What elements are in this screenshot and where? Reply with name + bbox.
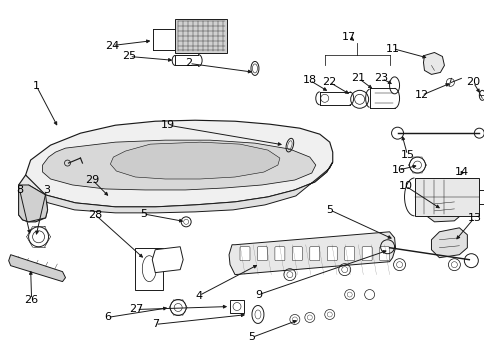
FancyBboxPatch shape xyxy=(274,247,284,261)
Text: 5: 5 xyxy=(248,332,255,342)
Polygon shape xyxy=(18,185,47,222)
Polygon shape xyxy=(43,140,315,190)
Text: 7: 7 xyxy=(151,320,158,330)
Text: 5: 5 xyxy=(139,209,147,219)
Text: 9: 9 xyxy=(255,290,262,300)
Text: 2: 2 xyxy=(185,59,192,69)
FancyBboxPatch shape xyxy=(362,247,371,261)
Polygon shape xyxy=(152,247,183,273)
Text: 29: 29 xyxy=(85,175,99,185)
Text: 16: 16 xyxy=(391,165,405,175)
Text: 18: 18 xyxy=(302,75,316,85)
FancyBboxPatch shape xyxy=(240,247,249,261)
Text: 13: 13 xyxy=(467,213,480,223)
Text: 22: 22 xyxy=(322,77,336,87)
Polygon shape xyxy=(423,52,443,74)
Polygon shape xyxy=(425,192,460,222)
Polygon shape xyxy=(9,255,65,282)
Text: 11: 11 xyxy=(385,44,399,54)
Text: 23: 23 xyxy=(374,74,388,84)
Polygon shape xyxy=(431,228,467,258)
Text: 15: 15 xyxy=(400,150,414,160)
Text: 10: 10 xyxy=(398,181,412,191)
Text: 20: 20 xyxy=(465,77,480,87)
FancyBboxPatch shape xyxy=(309,247,319,261)
Polygon shape xyxy=(110,142,279,179)
FancyBboxPatch shape xyxy=(229,300,243,313)
FancyBboxPatch shape xyxy=(327,247,336,261)
FancyBboxPatch shape xyxy=(175,19,227,54)
Text: 6: 6 xyxy=(104,312,111,322)
Text: 8: 8 xyxy=(16,185,23,195)
FancyBboxPatch shape xyxy=(257,247,267,261)
Polygon shape xyxy=(18,175,47,222)
Text: 1: 1 xyxy=(33,81,40,91)
Polygon shape xyxy=(228,232,395,275)
Text: 25: 25 xyxy=(122,51,136,61)
FancyBboxPatch shape xyxy=(292,247,302,261)
Text: 17: 17 xyxy=(341,31,355,41)
Text: 12: 12 xyxy=(413,90,428,100)
Text: 4: 4 xyxy=(195,291,202,301)
Polygon shape xyxy=(26,120,332,207)
Text: 21: 21 xyxy=(351,74,365,84)
FancyBboxPatch shape xyxy=(135,248,163,290)
FancyBboxPatch shape xyxy=(379,247,389,261)
Text: 14: 14 xyxy=(454,167,469,177)
Text: 3: 3 xyxy=(43,185,50,195)
Text: 19: 19 xyxy=(161,120,175,130)
Text: 24: 24 xyxy=(105,40,119,51)
Text: 5: 5 xyxy=(326,205,333,215)
Polygon shape xyxy=(29,162,332,213)
FancyBboxPatch shape xyxy=(344,247,354,261)
Text: 27: 27 xyxy=(129,305,143,315)
FancyBboxPatch shape xyxy=(414,178,478,216)
Text: 26: 26 xyxy=(25,295,39,305)
Text: 28: 28 xyxy=(88,210,102,220)
